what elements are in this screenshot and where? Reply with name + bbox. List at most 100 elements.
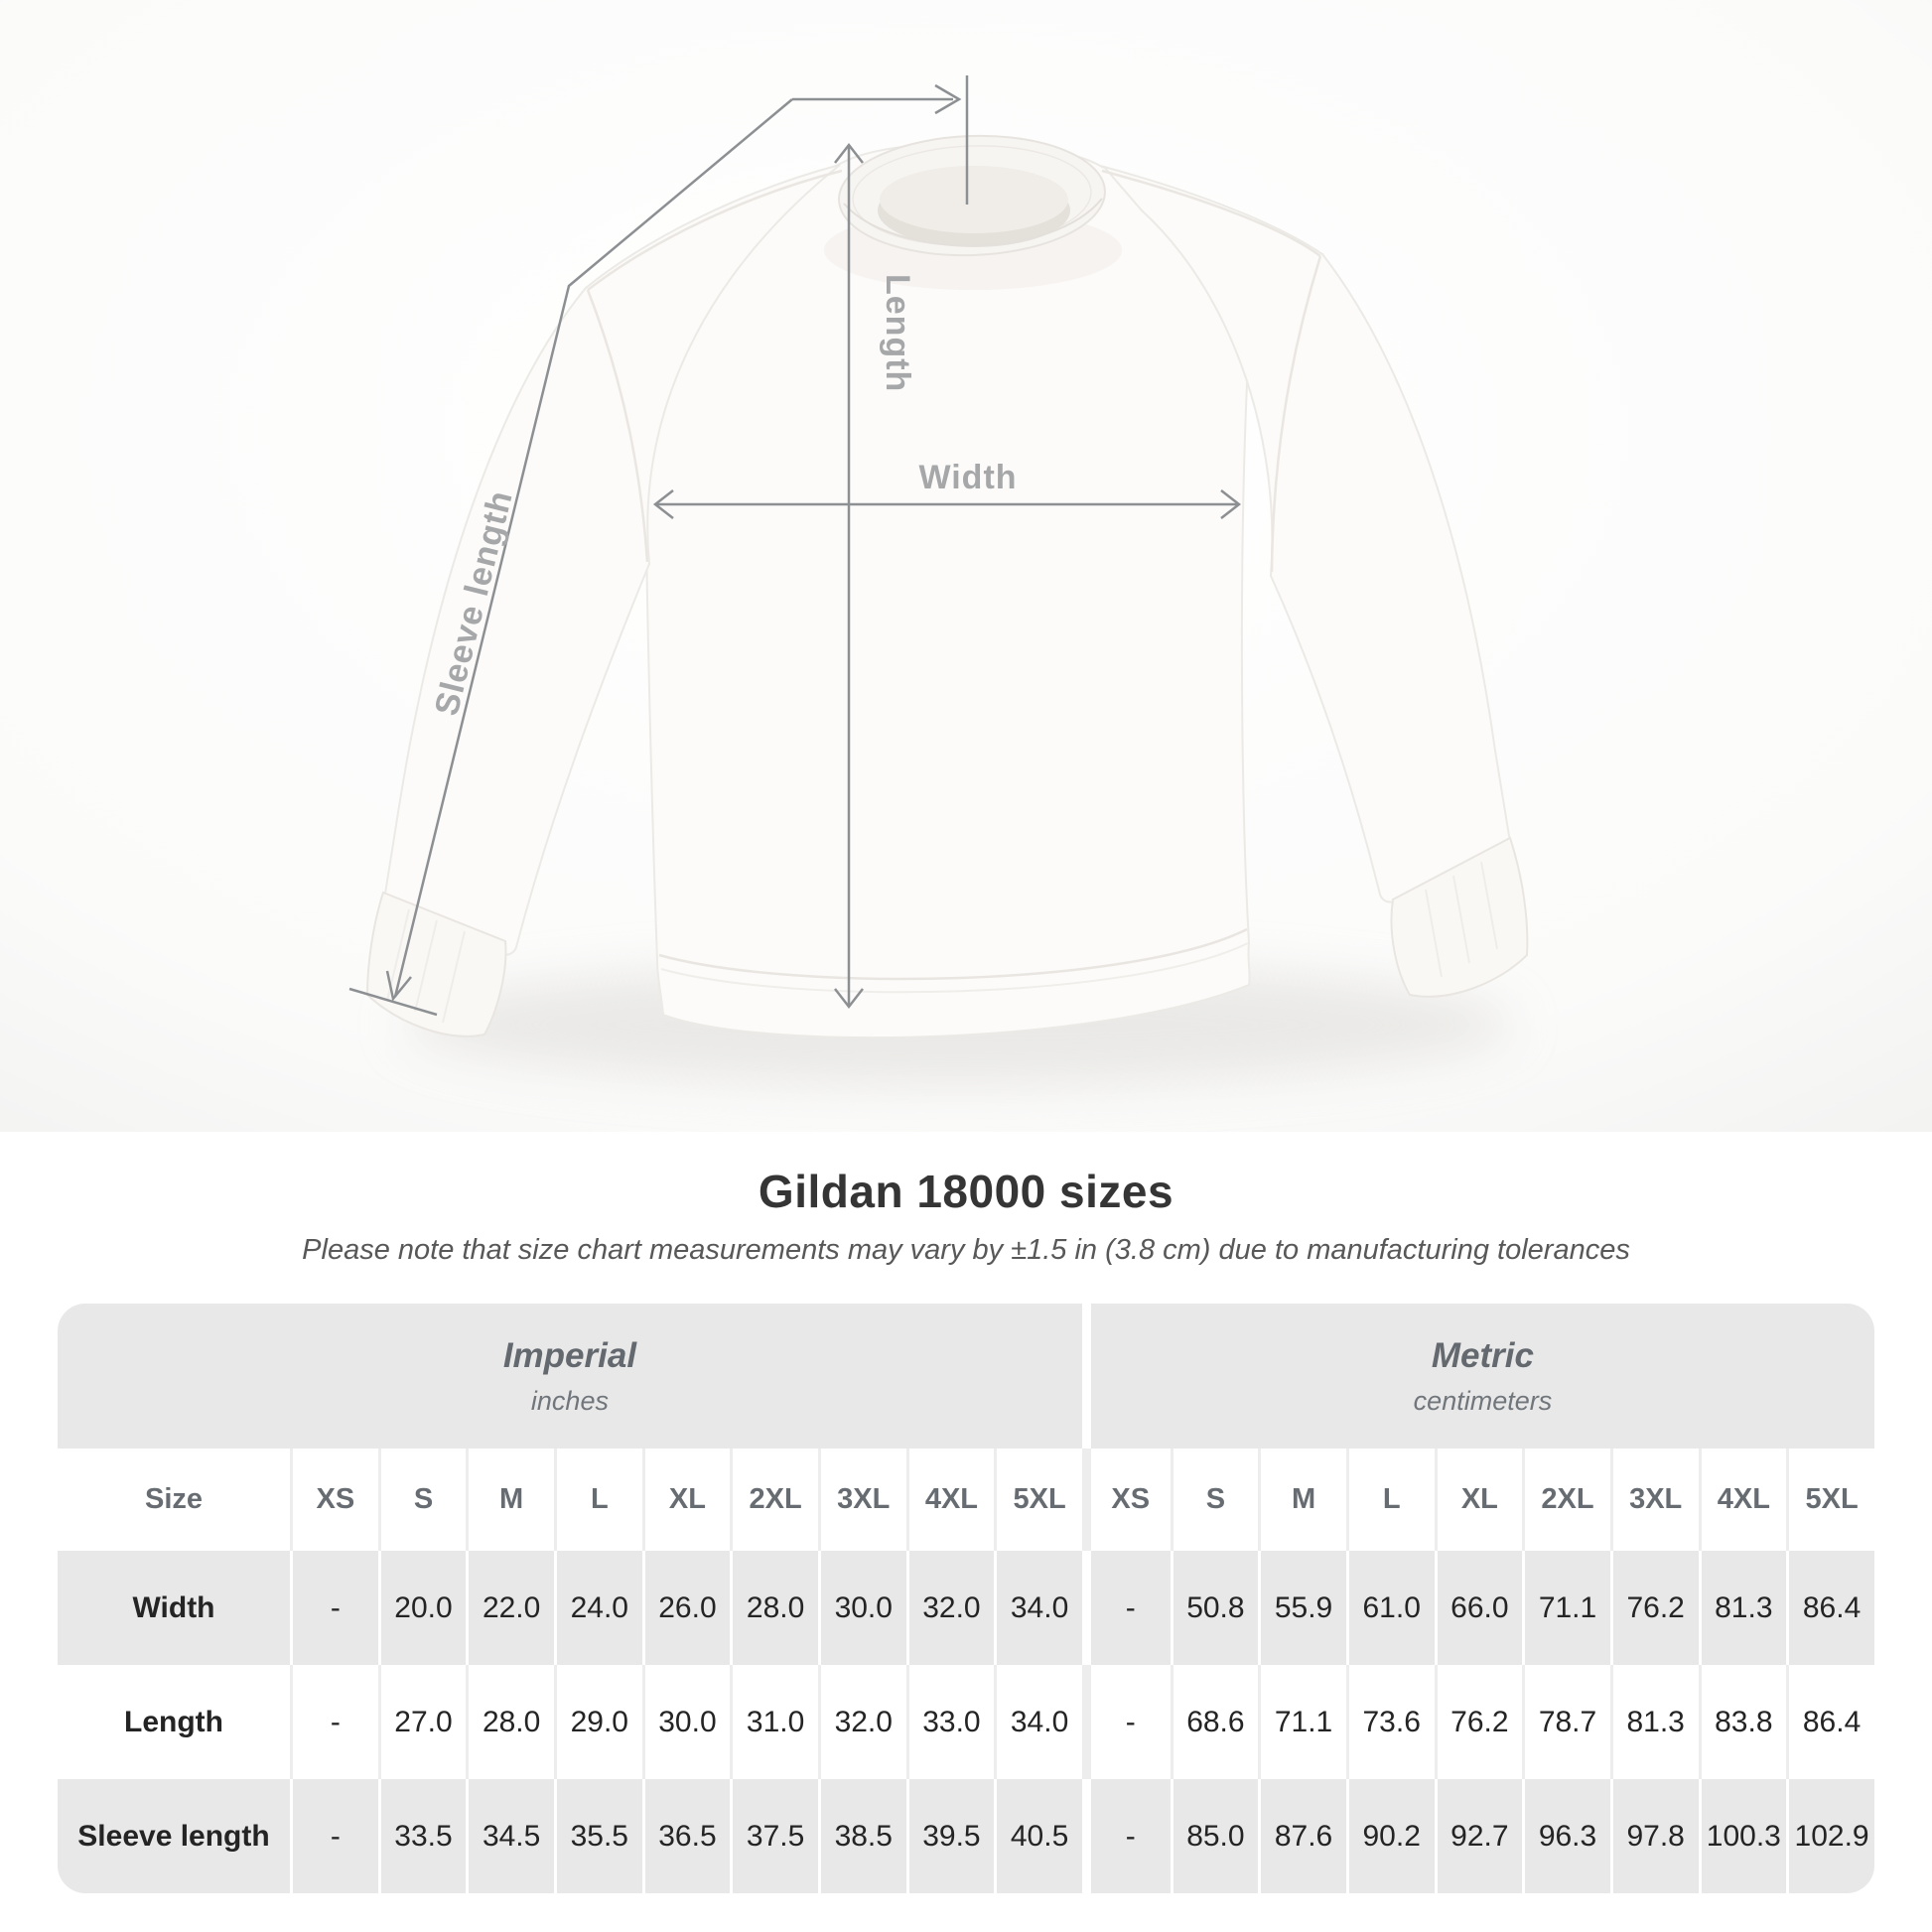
tolerance-note: Please note that size chart measurements… xyxy=(302,1234,1630,1266)
table-row: Width -20.0 22.0 24.0 26.0 28.0 30.0 32.0 34.0-5… xyxy=(58,1551,1874,1665)
table-row: Sleeve length -33.5 34.5 35.5 36.5 37.5 38.5 39… xyxy=(58,1779,1874,1893)
sweatshirt-illustration xyxy=(365,134,1529,1086)
size-table-grid: Imperial inches Metric centimeters Size … xyxy=(58,1304,1874,1893)
table-cell: - xyxy=(1081,1665,1171,1779)
table-cell: 31.0 xyxy=(730,1665,818,1779)
table-cell: 27.0 xyxy=(377,1665,467,1779)
table-cell: 76.2 xyxy=(1434,1665,1523,1779)
table-cell: 34.5 xyxy=(466,1779,554,1893)
size-col-imperial-xs: XS xyxy=(290,1449,378,1551)
table-cell: 50.8 xyxy=(1170,1551,1259,1665)
table-cell: 39.5 xyxy=(905,1779,995,1893)
size-col-imperial-2xl: 2XL xyxy=(730,1449,818,1551)
table-cell: 78.7 xyxy=(1522,1665,1610,1779)
size-col-imperial-4xl: 4XL xyxy=(905,1449,995,1551)
metric-sublabel: centimeters xyxy=(1413,1385,1553,1416)
table-cell: 83.8 xyxy=(1698,1665,1787,1779)
table-cell: 92.7 xyxy=(1434,1779,1523,1893)
size-col-metric-4xl: 4XL xyxy=(1698,1449,1787,1551)
collar-inner xyxy=(880,166,1068,233)
length-label: Length xyxy=(879,274,916,392)
table-cell: 102.9 xyxy=(1786,1779,1874,1893)
table-cell: - xyxy=(290,1665,378,1779)
table-cell: 34.0 xyxy=(994,1551,1082,1665)
table-cell: 73.6 xyxy=(1345,1665,1435,1779)
table-cell: 81.3 xyxy=(1698,1551,1787,1665)
table-cell: 87.6 xyxy=(1258,1779,1346,1893)
imperial-header-cell: Imperial inches xyxy=(58,1304,1082,1449)
table-cell: 20.0 xyxy=(377,1551,467,1665)
width-label: Width xyxy=(918,459,1017,496)
table-cell: 40.5 xyxy=(994,1779,1082,1893)
row-label: Length xyxy=(58,1665,290,1779)
table-cell: 71.1 xyxy=(1258,1665,1346,1779)
table-cell: 24.0 xyxy=(553,1551,642,1665)
table-cell: - xyxy=(290,1779,378,1893)
length-arrow xyxy=(834,142,864,1010)
size-table-body: Imperial inches Metric centimeters Size … xyxy=(58,1304,1874,1893)
row-label: Width xyxy=(58,1551,290,1665)
width-arrow xyxy=(652,489,1242,519)
table-cell: 81.3 xyxy=(1609,1665,1699,1779)
table-cell: 55.9 xyxy=(1258,1551,1346,1665)
table-cell: 71.1 xyxy=(1522,1551,1610,1665)
size-col-imperial-m: M xyxy=(466,1449,554,1551)
unit-header-row: Imperial inches Metric centimeters xyxy=(58,1304,1874,1449)
table-cell: - xyxy=(290,1551,378,1665)
imperial-sublabel: inches xyxy=(530,1385,609,1416)
sleeve-length-arrow xyxy=(348,75,969,1017)
page-title: Gildan 18000 sizes xyxy=(758,1165,1174,1217)
hem-seam-2 xyxy=(660,942,1249,994)
table-cell: 28.0 xyxy=(466,1665,554,1779)
table-cell: 29.0 xyxy=(553,1665,642,1779)
size-col-imperial-xl: XL xyxy=(641,1449,731,1551)
table-cell: 30.0 xyxy=(817,1551,906,1665)
size-header-row: Size XS S M L XL 2XL 3XL 4XL 5XL XS S M L XL 2XL 3XL 4XL… xyxy=(58,1449,1874,1551)
right-cuff xyxy=(1390,836,1529,998)
table-cell: 86.4 xyxy=(1786,1665,1874,1779)
table-cell: 100.3 xyxy=(1698,1779,1787,1893)
table-cell: 30.0 xyxy=(641,1665,731,1779)
hem-seam xyxy=(658,927,1248,981)
garment-seams xyxy=(586,169,1322,573)
table-cell: 22.0 xyxy=(466,1551,554,1665)
collar-stitch xyxy=(843,198,1103,247)
table-cell: 76.2 xyxy=(1609,1551,1699,1665)
size-table: Imperial inches Metric centimeters Size … xyxy=(58,1304,1874,1893)
table-cell: 35.5 xyxy=(553,1779,642,1893)
table-cell: 32.0 xyxy=(905,1551,995,1665)
metric-header-cell: Metric centimeters xyxy=(1081,1304,1874,1449)
size-col-imperial-3xl: 3XL xyxy=(817,1449,906,1551)
imperial-label: Imperial xyxy=(502,1335,637,1375)
size-col-metric-3xl: 3XL xyxy=(1609,1449,1699,1551)
table-cell: 36.5 xyxy=(641,1779,731,1893)
table-cell: 26.0 xyxy=(641,1551,731,1665)
table-cell: 66.0 xyxy=(1434,1551,1523,1665)
product-photo: Length Width Sleeve length xyxy=(0,0,1932,1132)
size-col-metric-5xl: 5XL xyxy=(1786,1449,1874,1551)
table-cell: 32.0 xyxy=(817,1665,906,1779)
size-col-metric-m: M xyxy=(1258,1449,1346,1551)
row-label: Sleeve length xyxy=(58,1779,290,1893)
table-cell: 61.0 xyxy=(1345,1551,1435,1665)
left-cuff xyxy=(365,891,507,1037)
size-col-imperial-s: S xyxy=(377,1449,467,1551)
table-cell: 86.4 xyxy=(1786,1551,1874,1665)
table-cell: 38.5 xyxy=(817,1779,906,1893)
table-cell: 33.5 xyxy=(377,1779,467,1893)
table-cell: 96.3 xyxy=(1522,1779,1610,1893)
table-cell: 34.0 xyxy=(994,1665,1082,1779)
size-col-metric-2xl: 2XL xyxy=(1522,1449,1610,1551)
table-cell: 85.0 xyxy=(1170,1779,1259,1893)
metric-label: Metric xyxy=(1431,1335,1534,1375)
table-cell: 90.2 xyxy=(1345,1779,1435,1893)
table-cell: 33.0 xyxy=(905,1665,995,1779)
table-cell: 68.6 xyxy=(1170,1665,1259,1779)
right-cuff-ribs xyxy=(1425,861,1498,978)
size-col-imperial-l: L xyxy=(553,1449,642,1551)
size-col-metric-s: S xyxy=(1170,1449,1259,1551)
table-cell: - xyxy=(1081,1551,1171,1665)
size-col-imperial-5xl: 5XL xyxy=(994,1449,1082,1551)
size-col-metric-l: L xyxy=(1345,1449,1435,1551)
